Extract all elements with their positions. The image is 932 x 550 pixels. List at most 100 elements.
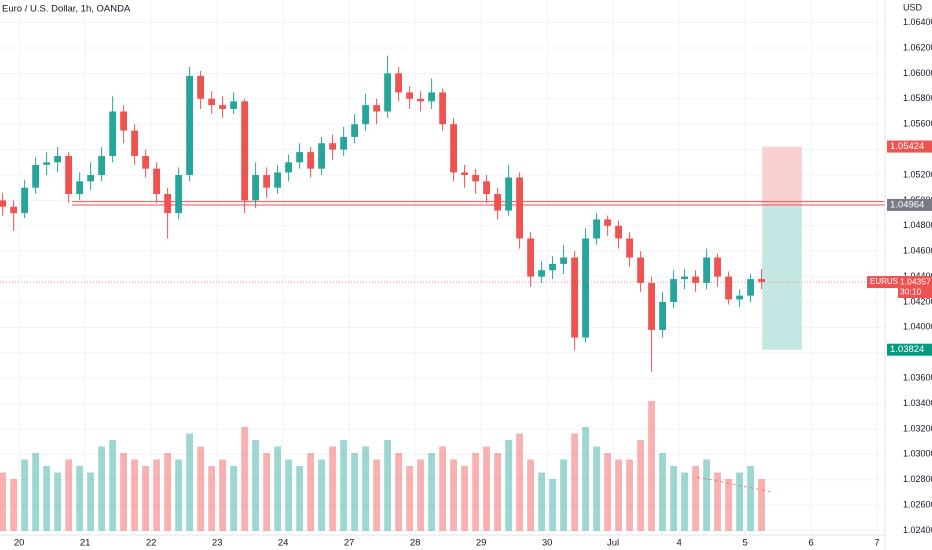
trend-annotation [696, 476, 773, 493]
volume-bar [32, 453, 40, 531]
volume-bar [142, 466, 150, 531]
candle-body [241, 101, 249, 201]
candle-body [582, 238, 589, 338]
volume-bar [131, 459, 139, 531]
volume-bar [538, 472, 546, 531]
y-tick-label: 1.06000 [903, 68, 932, 78]
candle-body [472, 174, 480, 182]
candle-body [32, 164, 40, 188]
x-tick-label: Jul [607, 538, 619, 549]
volume-bar [219, 459, 227, 531]
candle-body [758, 279, 765, 283]
candle-body [274, 172, 282, 188]
candle-body [538, 270, 546, 277]
candle-body [571, 257, 579, 338]
volume-bar [549, 479, 556, 531]
y-tick-label: 1.06400 [903, 17, 932, 27]
volume-bar [560, 459, 568, 531]
y-tick-label: 1.03600 [903, 373, 932, 383]
plot [0, 55, 885, 531]
stop-zone [762, 146, 802, 205]
volume-bar [626, 459, 634, 531]
volume-bar [681, 472, 688, 531]
volume-bar [494, 453, 502, 531]
volume-bar [120, 453, 128, 531]
candle-body [87, 174, 95, 182]
volume-bar [10, 479, 18, 531]
candle-body [164, 194, 172, 214]
candle-body [637, 257, 645, 283]
y-tick-label: 1.03200 [903, 423, 932, 433]
candle-body [263, 174, 271, 188]
volume-bar [362, 446, 370, 531]
candle-body [0, 200, 7, 207]
candle-body [450, 124, 457, 173]
volume-bar [505, 440, 513, 531]
symbol-tag-bg [867, 276, 898, 289]
volume-bar [758, 479, 765, 531]
volume-bar [747, 466, 754, 531]
y-tick-label: 1.04200 [903, 296, 932, 306]
x-tick-label: 22 [146, 538, 157, 549]
candle-body [516, 177, 523, 239]
volume-bar [373, 459, 381, 531]
candle-body [318, 143, 326, 169]
x-tick-label: 21 [80, 538, 91, 549]
y-tick-label: 1.04400 [903, 271, 932, 281]
volume-bar [43, 466, 51, 531]
volume-bar [351, 453, 359, 531]
volume-bar [340, 440, 348, 531]
y-tick-label: 1.05600 [903, 119, 932, 129]
candle-body [54, 155, 62, 163]
volume-bar [637, 440, 645, 531]
y-tick-label: 1.04800 [903, 220, 932, 230]
x-tick-label: 6 [808, 538, 813, 549]
volume-bar [318, 459, 326, 531]
y-tick-label: 1.02400 [903, 525, 932, 535]
candle-body [197, 75, 205, 99]
candle-body [670, 279, 678, 302]
volume-bar [307, 453, 315, 531]
volume-bar [186, 433, 194, 531]
candle-body [648, 282, 655, 330]
volume-bar [516, 433, 523, 531]
candle-body [373, 105, 381, 112]
candle-body [208, 98, 216, 106]
candle-body [461, 172, 469, 175]
candle-body [131, 130, 139, 156]
volume-bar [461, 466, 469, 531]
candle-body [505, 177, 513, 211]
entry-tag: 1.04964 [890, 199, 924, 210]
y-tick-label: 1.05800 [903, 93, 932, 103]
candle-body [362, 105, 370, 125]
candle-body [417, 98, 424, 102]
candle-body [340, 136, 348, 150]
volume-bar [21, 459, 29, 531]
candle-body [384, 73, 392, 112]
x-tick-label: 27 [344, 538, 355, 549]
candle-body [21, 187, 29, 214]
candle-body [307, 152, 315, 169]
volume-bar [197, 446, 205, 531]
candle-body [626, 238, 634, 258]
countdown: 30:10 [900, 286, 922, 296]
candle-body [65, 155, 73, 195]
volume-bar [384, 440, 392, 531]
volume-bar [582, 427, 589, 531]
volume-bar [296, 466, 304, 531]
candle-body [439, 92, 447, 125]
y-tick-label: 1.02800 [903, 474, 932, 484]
last-price-tag: 1.04357 [900, 276, 931, 286]
candle-body [43, 162, 51, 165]
axis-unit: USD [903, 2, 923, 12]
volume-bar [615, 459, 622, 531]
candle-body [395, 73, 403, 93]
volume-bar [571, 433, 579, 531]
y-tick-label: 1.06200 [903, 42, 932, 52]
volume-bar [54, 472, 62, 531]
volume-bar [593, 446, 601, 531]
candle-body [98, 155, 106, 175]
volume-bar [65, 459, 73, 531]
x-tick-label: 24 [278, 538, 289, 549]
